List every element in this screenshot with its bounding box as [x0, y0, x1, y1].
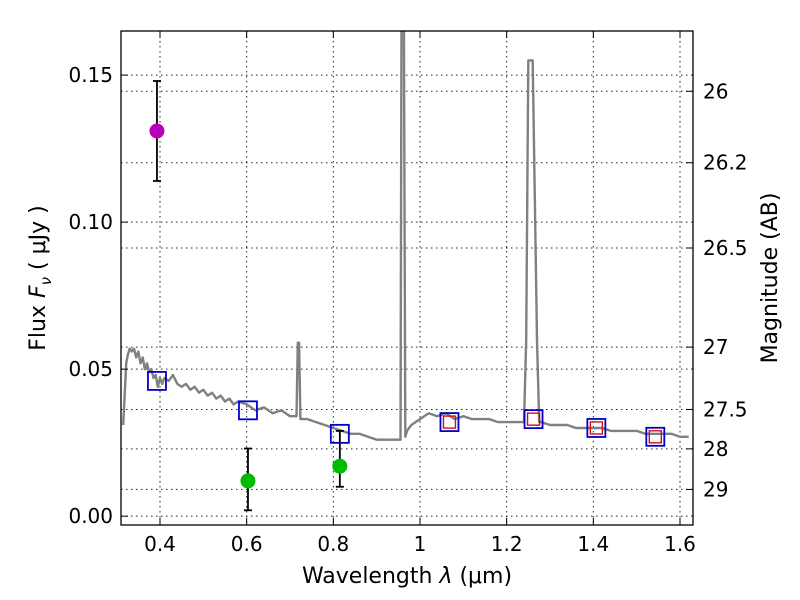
x-tick-label: 0.6 — [231, 532, 263, 556]
x-tick-label: 0.4 — [144, 532, 176, 556]
model-photometry-marker — [645, 426, 666, 447]
y2-axis-label: Magnitude (AB) — [758, 193, 783, 364]
detection-point — [240, 473, 256, 489]
y2-tick-label: 27 — [703, 335, 728, 359]
errorbar-layer — [147, 80, 666, 512]
model-photometry-marker — [238, 400, 258, 421]
data-layer — [122, 31, 689, 441]
y-tick-label: 0.05 — [68, 357, 113, 381]
x-tick-label: 1 — [414, 532, 427, 556]
y2-tick-label: 26.2 — [703, 151, 748, 175]
x-tick-label: 1.6 — [664, 532, 696, 556]
y2-tick-label: 26 — [703, 79, 728, 103]
model-photometry-marker — [147, 371, 167, 391]
plot-frame — [120, 30, 694, 526]
nir-detection-marker — [442, 415, 457, 429]
y2-tick-label: 28 — [703, 437, 728, 461]
nir-detection-marker — [589, 421, 604, 435]
y-tick-label: 0.15 — [68, 63, 113, 87]
model-photometry-marker — [586, 418, 607, 438]
sed-line — [122, 31, 689, 441]
y-tick-label: 0.00 — [68, 504, 113, 528]
y2-tick-label: 29 — [703, 477, 728, 501]
tick-layer: 0.4 0.6 0.8 1 1.2 1.4 1.6 0.00 0.05 0.10 0.15 26 26.… — [68, 31, 748, 556]
x-axis-label: Wavelength λ (μm) — [302, 564, 512, 589]
nir-detection-marker — [648, 430, 662, 444]
model-photometry-marker — [523, 409, 544, 430]
model-photometry-marker — [439, 412, 460, 432]
x-tick-label: 1.2 — [491, 532, 523, 556]
x-tick-label: 0.8 — [317, 532, 349, 556]
y2-tick-label: 26.5 — [703, 236, 748, 260]
y2-tick-label: 27.5 — [703, 397, 748, 421]
nir-detection-marker — [526, 412, 541, 426]
y-tick-label: 0.10 — [68, 210, 113, 234]
grid-layer — [121, 31, 693, 525]
y-axis-label: Flux Fν ( μJy ) — [26, 205, 55, 350]
x-tick-label: 1.4 — [577, 532, 609, 556]
detection-point — [332, 458, 348, 474]
detection-point — [149, 123, 165, 139]
